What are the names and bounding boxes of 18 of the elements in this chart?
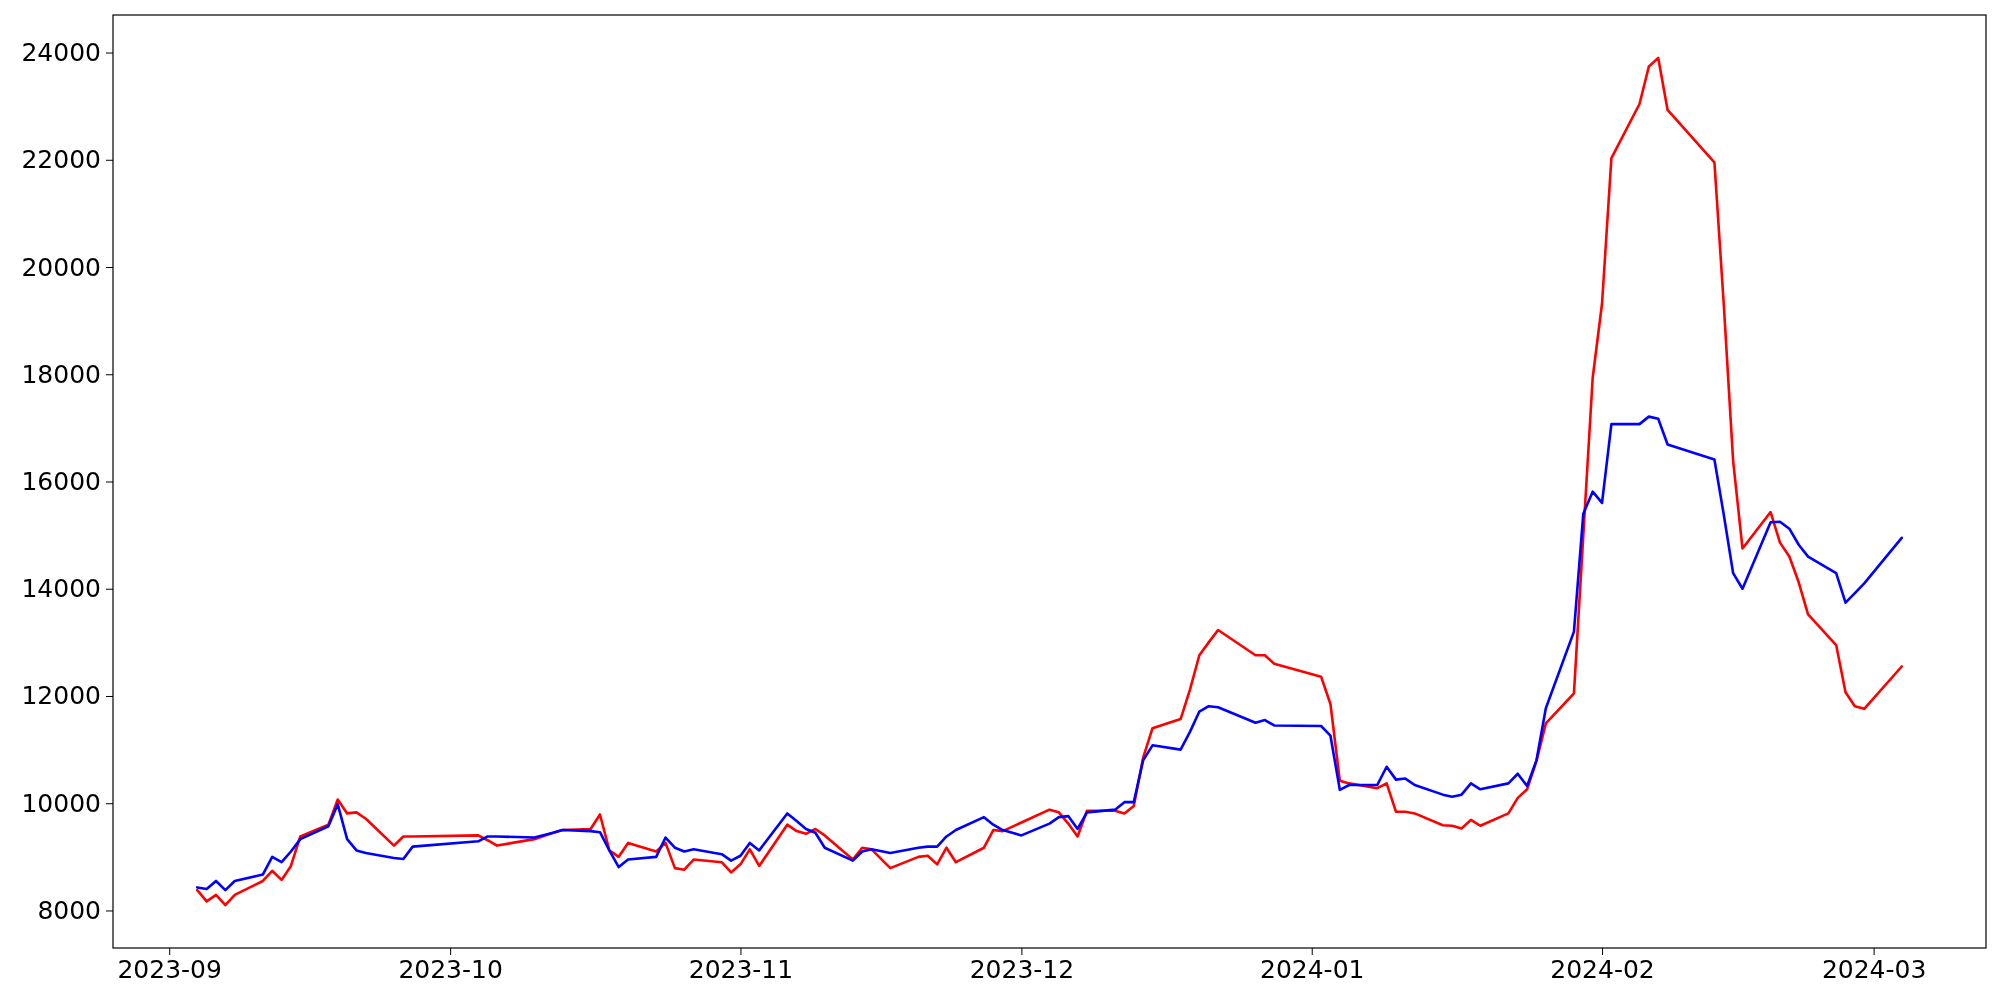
x-tick-label: 2023-12 — [969, 954, 1075, 984]
y-tick-label: 18000 — [21, 359, 101, 389]
x-tick-label: 2023-11 — [688, 954, 794, 984]
x-tick-label: 2024-02 — [1550, 954, 1655, 984]
y-tick-label: 10000 — [21, 788, 101, 818]
x-tick-label: 2024-01 — [1259, 954, 1365, 984]
x-tick-label: 2023-10 — [398, 954, 503, 984]
line-series — [195, 56, 1904, 907]
y-tick-label: 16000 — [21, 467, 101, 496]
y-tick-label: 8000 — [37, 895, 101, 925]
x-tick-label: 2023-09 — [117, 954, 222, 984]
line-series — [195, 415, 1904, 892]
x-tick-label: 2024-03 — [1821, 954, 1927, 984]
y-tick-label: 20000 — [21, 252, 101, 282]
y-tick-label: 24000 — [21, 38, 101, 68]
y-tick-label: 22000 — [21, 145, 101, 175]
y-tick-label: 12000 — [21, 681, 101, 711]
y-tick-label: 14000 — [21, 574, 101, 604]
